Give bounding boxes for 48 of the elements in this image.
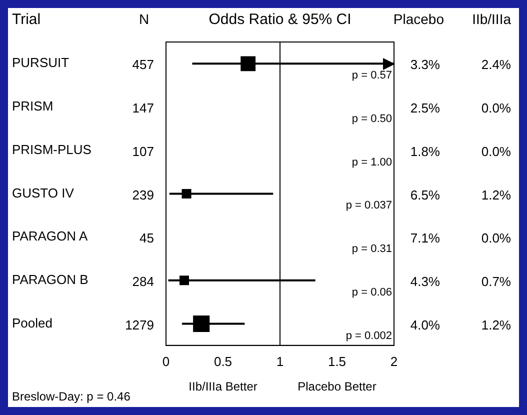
text: 6.5%: [410, 187, 440, 202]
y-tick-label: PURSUIT: [12, 55, 70, 70]
text: 0.0%: [481, 100, 512, 116]
text: 0.0%: [481, 144, 512, 159]
text: Breslow-Day: p = 0.46: [12, 389, 131, 404]
text: N: [138, 10, 150, 27]
text: 4.0%: [410, 317, 440, 332]
text: 7.1%: [410, 230, 440, 246]
annotation: p = 0.31: [352, 243, 392, 256]
text: 107: [132, 144, 154, 159]
text: 1279: [125, 317, 154, 332]
text: 1.8%: [410, 144, 440, 159]
text: 3.3%: [410, 57, 440, 72]
annotation: p = 0.50: [352, 113, 392, 126]
x-tick-label: 1.5: [328, 354, 346, 369]
text: 1.2%: [481, 187, 512, 202]
text: 0.0%: [481, 230, 512, 246]
annotation: p = 1.00: [352, 156, 392, 168]
y-tick-label: GUSTO IV: [12, 185, 74, 200]
text: 1.2%: [481, 317, 512, 332]
x-tick-label: 0: [162, 354, 170, 369]
y-tick-label: Pooled: [12, 315, 52, 330]
y-axis-title: Trial: [12, 11, 41, 28]
text: 457: [132, 57, 154, 72]
y-tick-label: PRISM-PLUS: [12, 142, 92, 157]
text: 147: [132, 100, 154, 116]
x-tick-label: 2: [390, 354, 398, 369]
annotation: p = 0.57: [352, 70, 392, 82]
annotation: p = 0.002: [346, 330, 392, 342]
text: Placebo: [393, 10, 444, 27]
text: 2.5%: [410, 100, 440, 116]
text: 0.7%: [481, 274, 512, 289]
y-tick-label: PARAGON B: [12, 272, 88, 287]
text: 284: [132, 274, 154, 289]
text: IIb/IIIa Better: [188, 380, 258, 394]
text: 4.3%: [410, 274, 440, 289]
x-tick-label: 0.5: [214, 354, 232, 369]
text: IIb/IIIa: [472, 10, 512, 27]
annotation: p = 0.037: [346, 200, 392, 212]
y-tick-label: PRISM: [12, 98, 54, 114]
y-tick-label: PARAGON A: [12, 228, 88, 244]
annotation: p = 0.06: [352, 286, 392, 298]
text: Placebo Better: [298, 380, 376, 394]
chart-title: Odds Ratio & 95% CI: [208, 11, 352, 28]
text: 239: [132, 187, 154, 202]
text: 2.4%: [481, 57, 512, 72]
text: 45: [140, 230, 154, 246]
x-tick-label: 1: [276, 354, 284, 369]
